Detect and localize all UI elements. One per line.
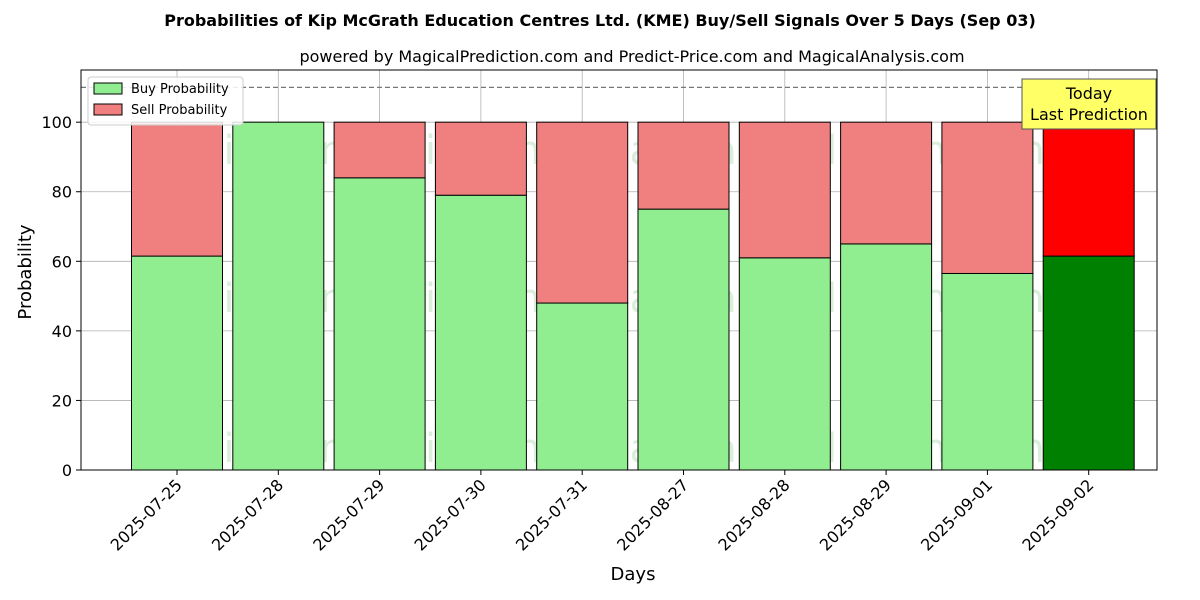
bar-sell (1042, 121, 1135, 257)
bar-buy (232, 121, 325, 471)
x-tick-label: 2025-07-29 (309, 475, 388, 554)
bar-sell (840, 121, 933, 245)
chart-subtitle: powered by MagicalPrediction.com and Pre… (299, 47, 964, 66)
bar-buy (333, 177, 426, 471)
y-tick-label: 20 (52, 391, 72, 410)
bar-buy (637, 208, 730, 471)
bar-buy (840, 243, 933, 471)
x-tick-label: 2025-07-25 (107, 475, 186, 554)
x-tick-label: 2025-09-01 (917, 475, 996, 554)
y-axis: 0 20 40 60 80 100 (41, 113, 81, 480)
x-tick-label: 2025-07-31 (512, 475, 591, 554)
bar-sell (738, 121, 831, 259)
y-tick-label: 100 (41, 113, 72, 132)
x-tick-label: 2025-07-28 (208, 475, 287, 554)
legend-swatch-sell (93, 103, 123, 116)
bar-sell (941, 121, 1034, 274)
today-annotation: Today Last Prediction (1021, 78, 1157, 130)
x-axis-label: Days (611, 564, 656, 585)
legend-box (87, 76, 244, 126)
bar-buy (738, 257, 831, 471)
y-tick-label: 40 (52, 322, 72, 341)
x-axis: 2025-07-25 2025-07-28 2025-07-29 2025-07-30… (107, 470, 1098, 555)
chart-title: Probabilities of Kip McGrath Education C… (164, 11, 1036, 30)
x-tick-label: 2025-09-02 (1018, 475, 1097, 554)
bar-sell (434, 121, 527, 196)
plot-frame (80, 69, 1158, 471)
today-annotation-line1: Today (1065, 84, 1112, 103)
today-annotation-line2: Last Prediction (1030, 105, 1148, 124)
bar-sell (637, 121, 730, 210)
bar-buy (1042, 255, 1135, 471)
bar-buy (434, 194, 527, 471)
legend-label-sell: Sell Probability (131, 103, 228, 118)
bar-buy (941, 272, 1034, 471)
y-tick-label: 0 (62, 461, 72, 480)
x-tick-label: 2025-07-30 (411, 475, 490, 554)
legend-swatch-buy (93, 82, 123, 95)
y-axis-label: Probability (15, 224, 36, 319)
y-tick-label: 80 (52, 183, 72, 202)
today-annotation-box (1021, 78, 1157, 130)
bar-sell (333, 121, 426, 179)
bar-buy (131, 255, 223, 471)
x-tick-label: 2025-08-28 (714, 475, 793, 554)
bars (131, 121, 1135, 471)
legend: Buy Probability Sell Probability (87, 76, 244, 126)
bar-buy (536, 302, 629, 471)
bar-sell (536, 121, 629, 304)
bar-sell (131, 121, 223, 257)
x-tick-label: 2025-08-27 (613, 475, 692, 554)
y-tick-label: 60 (52, 252, 72, 271)
legend-label-buy: Buy Probability (131, 82, 229, 97)
x-tick-label: 2025-08-29 (816, 475, 895, 554)
